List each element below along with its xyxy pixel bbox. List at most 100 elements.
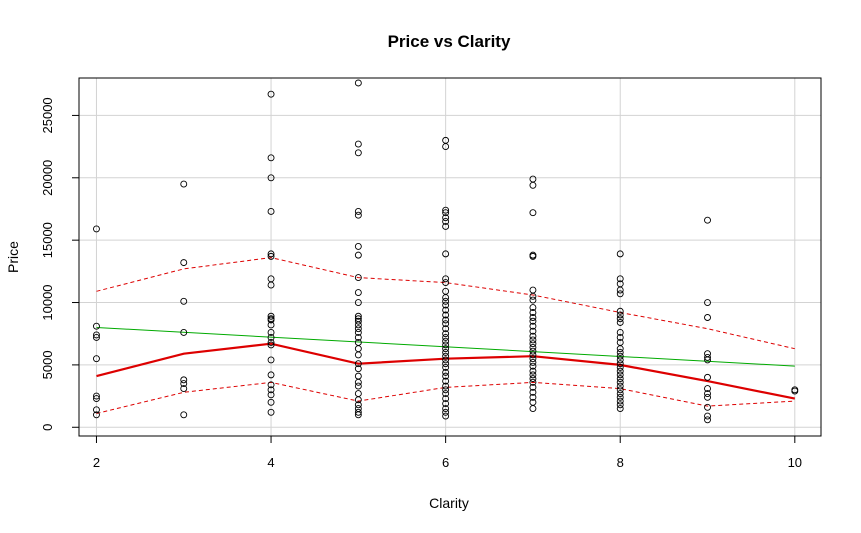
data-point — [93, 392, 100, 400]
data-point — [442, 275, 450, 283]
data-point — [704, 403, 711, 411]
data-point — [442, 222, 450, 230]
data-point — [442, 214, 450, 222]
data-point — [442, 334, 450, 341]
data-point — [529, 343, 537, 351]
data-point — [180, 376, 188, 384]
data-point — [180, 180, 188, 188]
data-point — [442, 301, 450, 309]
data-point — [616, 393, 624, 401]
data-point — [354, 242, 362, 250]
data-point — [354, 149, 362, 157]
data-point — [529, 309, 537, 316]
data-point — [354, 289, 362, 297]
data-point — [704, 299, 711, 306]
data-point — [442, 297, 450, 305]
data-point — [442, 279, 450, 287]
data-point — [442, 311, 450, 319]
data-point — [442, 209, 450, 217]
data-point — [93, 331, 100, 339]
data-point — [616, 315, 624, 323]
x-axis: 2 4 6 8 10 — [93, 435, 802, 470]
x-tick-label: 8 — [617, 455, 624, 470]
data-point — [529, 351, 537, 359]
data-point — [267, 386, 275, 394]
data-point — [704, 385, 711, 393]
data-point — [354, 312, 362, 320]
data-point — [529, 175, 537, 183]
data-point — [442, 356, 450, 364]
data-point — [442, 352, 450, 360]
data-point — [354, 334, 362, 341]
data-point — [529, 314, 537, 321]
data-point — [704, 416, 711, 424]
data-point — [442, 372, 450, 380]
data-point — [529, 383, 537, 391]
data-point — [704, 356, 711, 364]
data-point — [267, 334, 275, 341]
data-point — [529, 252, 537, 260]
data-point — [93, 395, 100, 403]
data-point — [704, 393, 711, 401]
y-tick-label: 25000 — [40, 97, 55, 133]
x-tick-label: 4 — [267, 455, 274, 470]
y-tick-label: 0 — [40, 424, 55, 431]
data-point — [267, 398, 275, 406]
data-point — [616, 367, 624, 375]
data-point — [354, 274, 362, 282]
data-point — [616, 290, 624, 298]
data-point — [442, 368, 450, 376]
data-point — [616, 311, 624, 319]
data-point — [442, 316, 450, 324]
data-point — [529, 405, 537, 413]
data-point — [616, 360, 624, 368]
data-point — [442, 390, 450, 398]
data-point — [93, 411, 100, 419]
data-point — [442, 294, 450, 301]
data-point — [267, 341, 275, 349]
data-point — [442, 250, 450, 258]
data-point — [616, 319, 624, 326]
chart-title: Price vs Clarity — [388, 32, 511, 51]
y-tick-label: 10000 — [40, 284, 55, 320]
x-tick-label: 6 — [442, 455, 449, 470]
x-tick-label: 10 — [788, 455, 802, 470]
lowess-band-lines — [96, 257, 795, 414]
data-point — [616, 375, 624, 383]
data-point — [704, 390, 711, 398]
data-points — [93, 79, 799, 424]
data-point — [267, 250, 275, 258]
data-point — [267, 338, 275, 346]
data-point — [529, 332, 537, 340]
data-point — [442, 341, 450, 349]
data-point — [354, 372, 362, 380]
data-point — [442, 330, 450, 338]
data-point — [442, 400, 450, 408]
data-point — [354, 211, 362, 219]
data-point — [616, 378, 624, 386]
data-point — [791, 387, 799, 395]
data-point — [354, 140, 362, 148]
data-point — [354, 317, 362, 325]
data-point — [93, 334, 100, 341]
data-point — [354, 329, 362, 336]
data-point — [616, 352, 624, 360]
data-point — [616, 307, 624, 315]
data-point — [442, 382, 450, 390]
x-tick-label: 2 — [93, 455, 100, 470]
data-point — [616, 397, 624, 405]
data-point — [616, 363, 624, 371]
data-point — [442, 386, 450, 394]
data-point — [442, 363, 450, 371]
data-point — [616, 275, 624, 283]
y-axis: 0 5000 10000 15000 20000 25000 — [40, 97, 80, 431]
data-point — [93, 322, 100, 330]
lowess-upper-line — [96, 257, 795, 350]
data-point — [442, 412, 450, 420]
data-point — [616, 356, 624, 364]
data-point — [442, 217, 450, 225]
data-point — [616, 386, 624, 394]
data-point — [354, 351, 362, 359]
data-point — [267, 371, 275, 379]
data-point — [180, 329, 188, 336]
